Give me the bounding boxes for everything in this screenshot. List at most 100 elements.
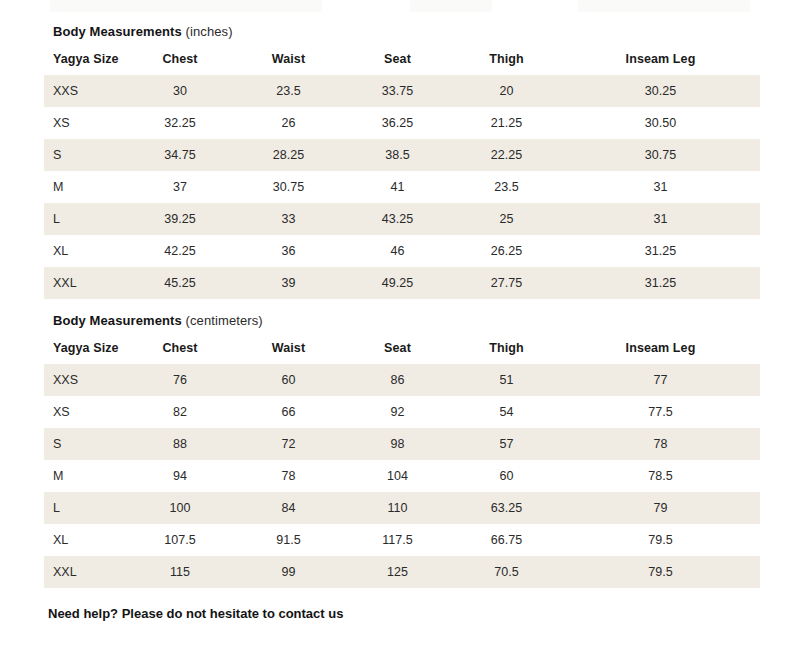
column-header-chest: Chest (126, 42, 234, 75)
measurement-value: 22.25 (452, 139, 561, 171)
measurement-value: 79.5 (561, 524, 760, 556)
header-row: Yagya SizeChestWaistSeatThighInseam Leg (44, 331, 760, 364)
measurement-value: 26.25 (452, 235, 561, 267)
cutoff-element-remnant (410, 0, 492, 12)
measurement-value: 33 (234, 203, 343, 235)
measurement-value: 60 (234, 364, 343, 396)
measurement-value: 33.75 (343, 75, 452, 107)
measurement-value: 125 (343, 556, 452, 588)
measurement-value: 91.5 (234, 524, 343, 556)
measurement-value: 79 (561, 492, 760, 524)
measurement-value: 107.5 (126, 524, 234, 556)
measurement-value: 57 (452, 428, 561, 460)
measurement-value: 110 (343, 492, 452, 524)
table-row: S8872985778 (44, 428, 760, 460)
measurement-value: 27.75 (452, 267, 561, 299)
measurement-value: 99 (234, 556, 343, 588)
measurement-value: 66 (234, 396, 343, 428)
measurement-value: 25 (452, 203, 561, 235)
table-row: XXL45.253949.2527.7531.25 (44, 267, 760, 299)
size-label: XXS (44, 364, 126, 396)
table-row: XXS3023.533.752030.25 (44, 75, 760, 107)
measurement-value: 31.25 (561, 235, 760, 267)
table-row: XL42.25364626.2531.25 (44, 235, 760, 267)
table-row: XXS7660865177 (44, 364, 760, 396)
measurement-value: 46 (343, 235, 452, 267)
measurement-value: 49.25 (343, 267, 452, 299)
size-label: XXS (44, 75, 126, 107)
measurement-value: 30.75 (234, 171, 343, 203)
measurement-value: 28.25 (234, 139, 343, 171)
measurement-value: 78 (561, 428, 760, 460)
section-title-text: Body Measurements (53, 313, 182, 328)
table-row: S34.7528.2538.522.2530.75 (44, 139, 760, 171)
size-label: XS (44, 396, 126, 428)
measurement-value: 78 (234, 460, 343, 492)
measurement-value: 86 (343, 364, 452, 396)
measurement-value: 30.75 (561, 139, 760, 171)
column-header-waist: Waist (234, 331, 343, 364)
measurement-value: 76 (126, 364, 234, 396)
column-header-chest: Chest (126, 331, 234, 364)
measurement-value: 23.5 (452, 171, 561, 203)
measurement-value: 104 (343, 460, 452, 492)
measurement-value: 100 (126, 492, 234, 524)
table-row: L1008411063.2579 (44, 492, 760, 524)
size-label: L (44, 492, 126, 524)
contact-help-link[interactable]: Need help? Please do not hesitate to con… (48, 606, 760, 621)
column-header-waist: Waist (234, 42, 343, 75)
column-header-inseam-leg: Inseam Leg (561, 331, 760, 364)
measurement-value: 51 (452, 364, 561, 396)
measurement-value: 43.25 (343, 203, 452, 235)
table-row: M3730.754123.531 (44, 171, 760, 203)
size-label: S (44, 428, 126, 460)
measurement-value: 37 (126, 171, 234, 203)
size-table-inches: Yagya SizeChestWaistSeatThighInseam Leg … (44, 42, 760, 299)
measurement-value: 88 (126, 428, 234, 460)
section-title-unit: (centimeters) (186, 313, 263, 328)
measurement-value: 70.5 (452, 556, 561, 588)
section-title-unit: (inches) (186, 24, 233, 39)
table-row: L39.253343.252531 (44, 203, 760, 235)
measurement-value: 36.25 (343, 107, 452, 139)
measurement-value: 20 (452, 75, 561, 107)
measurement-value: 32.25 (126, 107, 234, 139)
cutoff-element-remnant (578, 0, 750, 12)
measurement-value: 38.5 (343, 139, 452, 171)
size-label: XXL (44, 556, 126, 588)
section-title-centimeters: Body Measurements (centimeters) (53, 313, 760, 329)
size-label: XXL (44, 267, 126, 299)
column-header-yagya-size: Yagya Size (44, 42, 126, 75)
size-label: M (44, 460, 126, 492)
measurement-value: 26 (234, 107, 343, 139)
column-header-thigh: Thigh (452, 331, 561, 364)
measurements-centimeters-section: Body Measurements (centimeters) Yagya Si… (44, 313, 760, 588)
measurement-value: 82 (126, 396, 234, 428)
column-header-seat: Seat (343, 42, 452, 75)
measurement-value: 98 (343, 428, 452, 460)
measurement-value: 117.5 (343, 524, 452, 556)
measurement-value: 21.25 (452, 107, 561, 139)
table-row: M94781046078.5 (44, 460, 760, 492)
table-row: XS8266925477.5 (44, 396, 760, 428)
section-title-text: Body Measurements (53, 24, 182, 39)
measurement-value: 30 (126, 75, 234, 107)
size-guide-content: Body Measurements (inches) Yagya SizeChe… (44, 24, 760, 621)
size-table-centimeters: Yagya SizeChestWaistSeatThighInseam Leg … (44, 331, 760, 588)
measurement-value: 77.5 (561, 396, 760, 428)
size-label: L (44, 203, 126, 235)
measurement-value: 42.25 (126, 235, 234, 267)
column-header-yagya-size: Yagya Size (44, 331, 126, 364)
measurement-value: 30.50 (561, 107, 760, 139)
measurement-value: 72 (234, 428, 343, 460)
cutoff-element-remnant (50, 0, 322, 12)
column-header-thigh: Thigh (452, 42, 561, 75)
measurement-value: 63.25 (452, 492, 561, 524)
measurement-value: 36 (234, 235, 343, 267)
measurement-value: 92 (343, 396, 452, 428)
measurement-value: 34.75 (126, 139, 234, 171)
table-row: XS32.252636.2521.2530.50 (44, 107, 760, 139)
measurement-value: 39 (234, 267, 343, 299)
measurement-value: 54 (452, 396, 561, 428)
header-row: Yagya SizeChestWaistSeatThighInseam Leg (44, 42, 760, 75)
